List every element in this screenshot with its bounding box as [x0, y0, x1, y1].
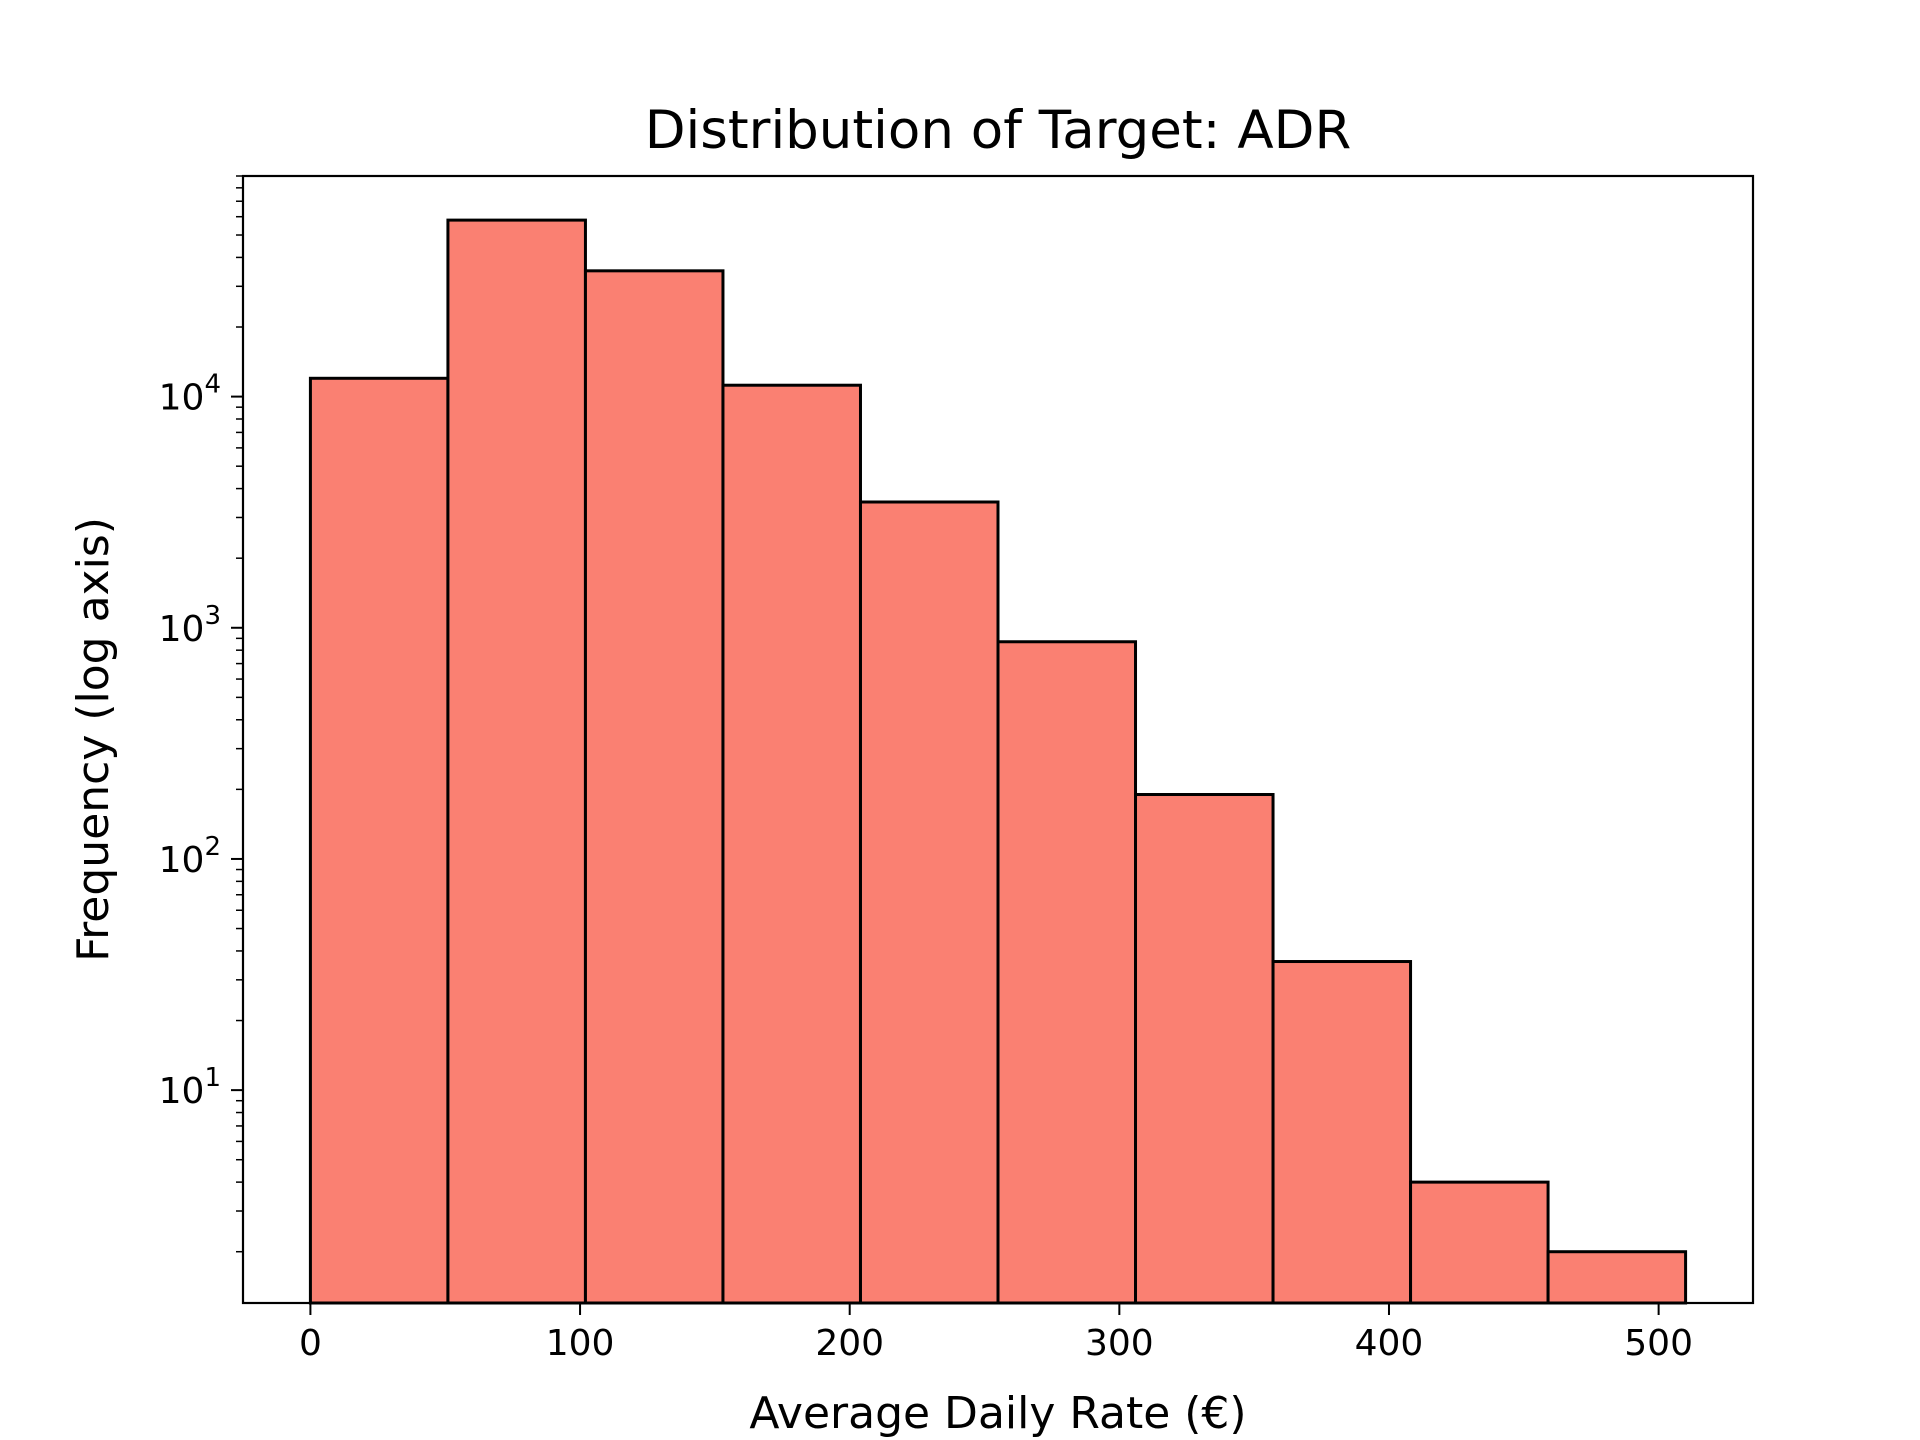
- bars-group: [308, 218, 1688, 1305]
- histogram-bar: [1409, 1180, 1550, 1305]
- histogram-bar: [721, 383, 862, 1305]
- histogram-bar: [583, 269, 725, 1305]
- y-axis: 101 102 103 104: [159, 370, 243, 1112]
- x-tick-label: 100: [546, 1323, 615, 1364]
- x-tick-label: 300: [1085, 1323, 1154, 1364]
- y-axis-label: Frequency (log axis): [68, 517, 119, 962]
- histogram-bar: [446, 218, 587, 1305]
- y-minor-ticks: [236, 175, 243, 1253]
- y-tick-label: 103: [159, 601, 221, 650]
- x-tick-label: 200: [815, 1323, 884, 1364]
- histogram-bar: [1546, 1250, 1688, 1305]
- histogram-bar: [1271, 960, 1413, 1305]
- y-tick-label: 101: [159, 1063, 221, 1112]
- chart-title: Distribution of Target: ADR: [645, 100, 1352, 161]
- histogram-bar: [308, 376, 450, 1305]
- histogram-bar: [1134, 793, 1275, 1305]
- y-tick-label: 102: [159, 832, 221, 881]
- plot-frame: [241, 174, 1755, 1305]
- x-axis-label: Average Daily Rate (€): [749, 1388, 1246, 1439]
- x-axis: 0 100 200 300 400 500: [299, 1303, 1693, 1364]
- x-tick-label: 400: [1355, 1323, 1424, 1364]
- y-tick-label: 104: [159, 370, 221, 419]
- histogram-bar: [996, 640, 1138, 1305]
- histogram-bar: [858, 500, 1000, 1305]
- x-tick-label: 0: [299, 1323, 322, 1364]
- x-tick-label: 500: [1624, 1323, 1693, 1364]
